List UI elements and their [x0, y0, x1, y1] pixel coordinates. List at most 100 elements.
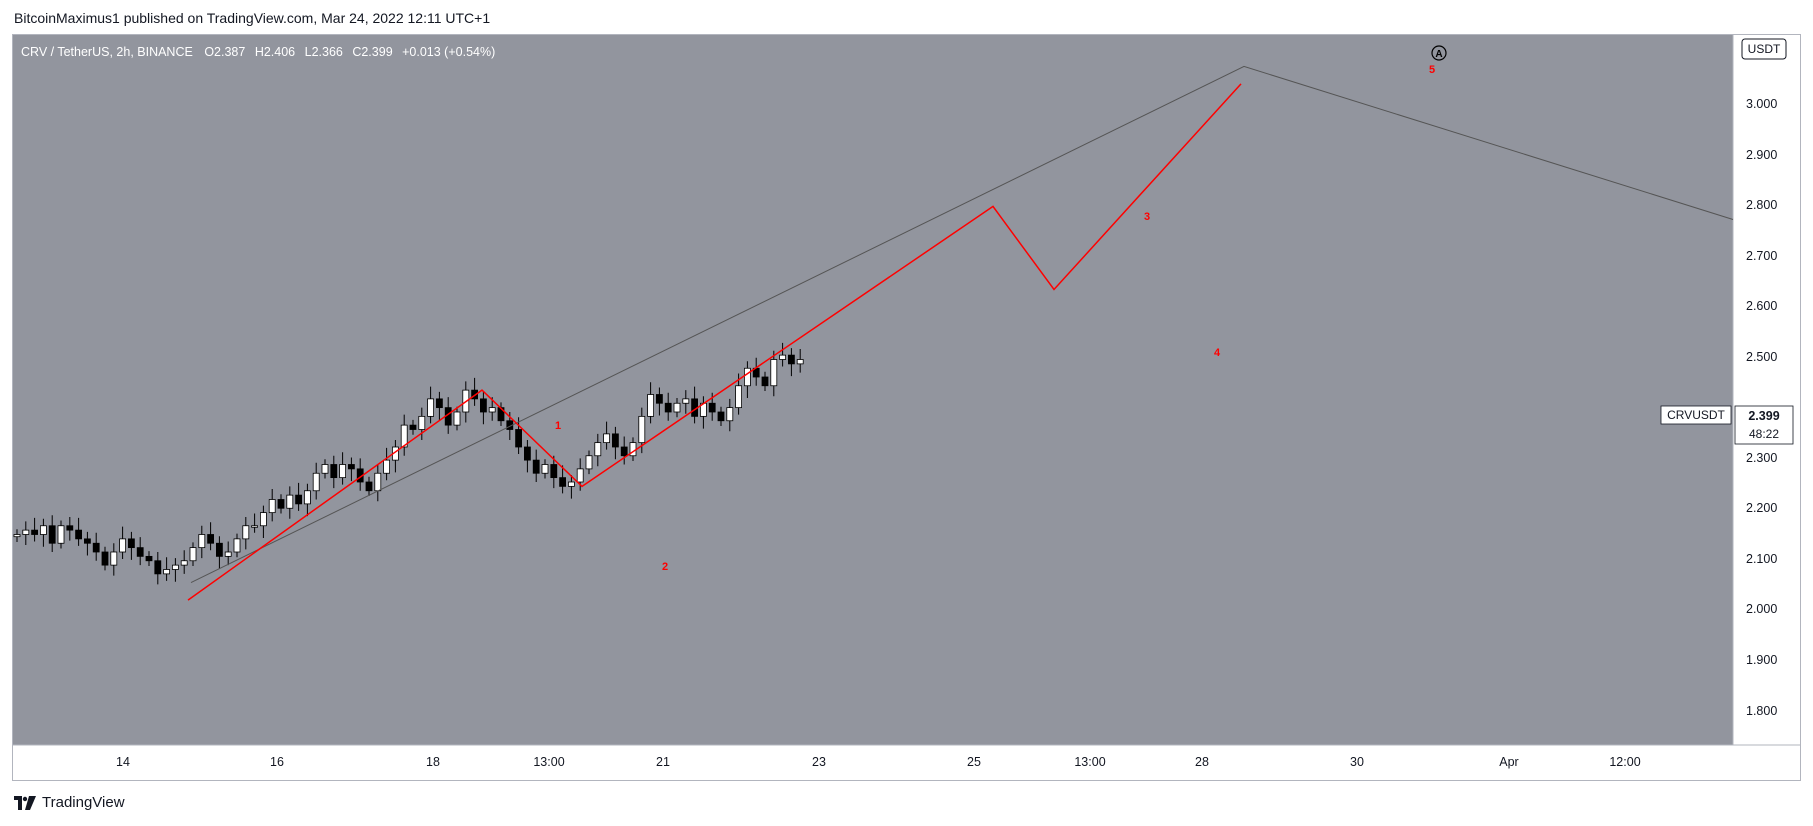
candle-body	[479, 398, 487, 413]
legend-high-label: H	[255, 45, 264, 59]
candle-body	[400, 424, 408, 448]
wave-label-3: 3	[1144, 211, 1150, 223]
channel-trendline[interactable]	[190, 65, 1734, 584]
candle-body	[770, 359, 778, 387]
candle-body	[726, 407, 734, 422]
time-tick: 18	[426, 755, 440, 769]
price-tick: 1.800	[1746, 704, 1777, 718]
candle-body	[233, 538, 241, 553]
candle-body	[585, 455, 593, 470]
candle-body	[515, 429, 523, 448]
wave-label-1: 1	[555, 420, 561, 432]
candle-body	[788, 354, 795, 365]
candle-body	[374, 472, 382, 492]
candle-body	[779, 354, 786, 360]
time-tick: 13:00	[533, 755, 564, 769]
price-tick: 1.900	[1746, 653, 1777, 667]
candle-body	[207, 534, 215, 544]
candle-body	[180, 560, 188, 566]
legend-close-value: 2.399	[361, 45, 392, 59]
candle-body	[295, 494, 303, 505]
publisher-credit: BitcoinMaximus1 published on TradingView…	[14, 10, 491, 26]
price-tick: 2.900	[1746, 148, 1777, 162]
candle-body	[761, 376, 769, 387]
tradingview-logo-icon	[14, 795, 36, 810]
currency-badge[interactable]: USDT	[1741, 38, 1787, 60]
time-tick: 13:00	[1074, 755, 1105, 769]
candle-body	[523, 446, 531, 461]
price-tick: 2.300	[1746, 451, 1777, 465]
price-tag-countdown: 48:22	[1749, 427, 1779, 441]
elliott-wave-path[interactable]	[187, 83, 1242, 601]
candle-body	[735, 385, 742, 409]
candle-body	[603, 433, 610, 444]
candle-body	[708, 402, 716, 413]
symbol-tag-box[interactable]	[1660, 405, 1732, 425]
circled-a-letter: A	[1435, 49, 1442, 60]
current-price-tag[interactable]: CRVUSDT 2.399 48:22	[1660, 405, 1794, 445]
candle-body	[682, 398, 690, 404]
time-tick: 16	[270, 755, 284, 769]
currency-badge-label: USDT	[1748, 42, 1781, 56]
plot-background	[13, 35, 1733, 745]
candle-body	[638, 415, 646, 444]
footer-brand-label: TradingView	[42, 794, 125, 811]
candle-body	[101, 551, 109, 566]
candle-body	[612, 433, 619, 448]
time-tick: 14	[116, 755, 130, 769]
candle-body	[347, 464, 355, 470]
wave-label-5: 5	[1429, 64, 1435, 76]
candle-body	[189, 547, 197, 562]
candle-body	[119, 538, 126, 553]
candle-body	[92, 542, 100, 553]
candle-body	[559, 477, 566, 487]
candle-body	[656, 394, 663, 404]
candle-body	[242, 525, 250, 540]
legend-symbol: CRV / TetherUS, 2h, BINANCE	[21, 45, 193, 59]
candle-body	[84, 538, 91, 544]
candle-body	[427, 398, 435, 417]
currency-badge-box[interactable]	[1741, 38, 1787, 60]
time-tick: 30	[1350, 755, 1364, 769]
svg-text:CRV / TetherUS, 2h, BINANCE: CRV / TetherUS, 2h, BINANCE O2.387 H2.40…	[21, 45, 495, 59]
candle-body	[568, 481, 575, 487]
candle-body	[22, 529, 30, 535]
candle-body	[365, 481, 373, 492]
candle-body	[277, 499, 285, 509]
chart-canvas[interactable]: 1 2 3 4 5 A CRV / TetherUS, 2h, BINANCE …	[13, 35, 1800, 780]
footer-brand[interactable]: TradingView	[14, 794, 125, 811]
legend-high-value: 2.406	[264, 45, 295, 59]
candle-body	[57, 525, 65, 544]
candle-body	[312, 472, 320, 492]
price-tick: 3.000	[1746, 97, 1777, 111]
candle-body	[66, 525, 74, 531]
candle-body	[136, 547, 144, 557]
candle-body	[198, 534, 206, 549]
candle-body	[259, 512, 267, 527]
price-tag-value: 2.399	[1748, 409, 1779, 423]
candle-body	[251, 525, 259, 528]
candle-body	[673, 402, 681, 413]
price-tick: 2.000	[1746, 602, 1777, 616]
price-tick: 2.500	[1746, 350, 1777, 364]
candle-body	[409, 424, 417, 430]
wave-label-4: 4	[1214, 347, 1221, 359]
legend-change: +0.013 (+0.54%)	[402, 45, 495, 59]
legend: CRV / TetherUS, 2h, BINANCE O2.387 H2.40…	[21, 45, 495, 59]
candle-body	[796, 359, 804, 365]
time-tick: 21	[656, 755, 670, 769]
legend-low-label: L	[305, 45, 312, 59]
time-tick: 28	[1195, 755, 1209, 769]
candle-body	[75, 529, 82, 540]
price-tick: 2.600	[1746, 299, 1777, 313]
chart-frame[interactable]: 1 2 3 4 5 A CRV / TetherUS, 2h, BINANCE …	[12, 34, 1801, 781]
price-tick: 2.800	[1746, 198, 1777, 212]
candle-body	[435, 398, 443, 409]
price-tag-box[interactable]	[1734, 405, 1794, 445]
legend-close-label: C	[352, 45, 361, 59]
candle-body	[145, 555, 153, 562]
candle-body	[453, 411, 461, 426]
time-axis-background	[13, 745, 1800, 780]
candle-body	[744, 367, 751, 387]
legend-open-value: 2.387	[214, 45, 245, 59]
